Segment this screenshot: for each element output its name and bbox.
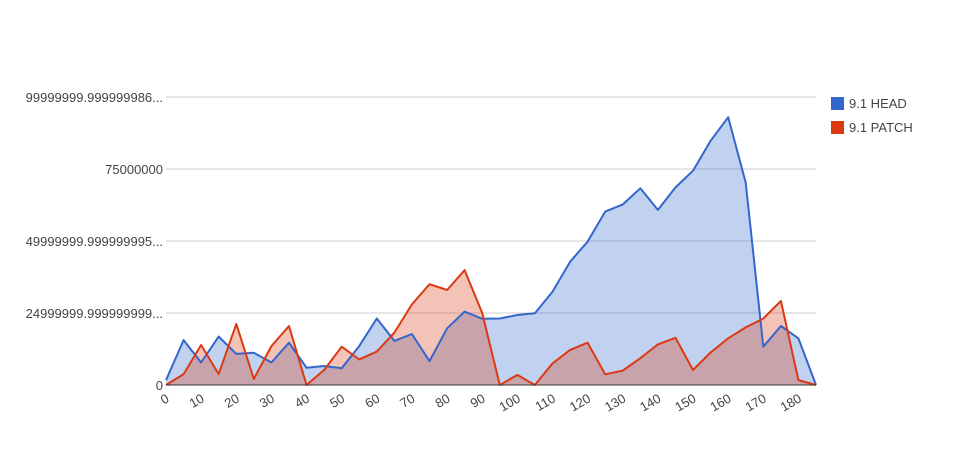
x-tick-label: 60: [362, 391, 382, 411]
gridlines: [166, 96, 816, 314]
x-tick-label: 40: [292, 391, 312, 411]
x-tick-label: 30: [257, 391, 277, 411]
y-tick-label: 49999999.999999995...: [26, 234, 163, 249]
line-9-1-patch: [165, 269, 817, 386]
legend-swatch: [831, 121, 844, 134]
x-tick-label: 110: [533, 391, 558, 414]
x-tick-label: 100: [497, 391, 523, 415]
area-9-1-patch: [166, 270, 816, 385]
x-tick-label: 20: [222, 391, 242, 411]
legend-item: 9.1 PATCH: [831, 120, 913, 135]
x-tick-label: 130: [602, 391, 628, 415]
x-tick-label: 120: [567, 391, 593, 415]
y-axis-ticks: 0 24999999.999999999... 49999999.999999995…: [26, 90, 163, 393]
x-tick-label: 50: [327, 391, 347, 411]
x-tick-label: 150: [672, 391, 698, 415]
legend-swatch: [831, 97, 844, 110]
legend-item: 9.1 HEAD: [831, 96, 907, 111]
x-tick-label: 170: [743, 391, 769, 415]
x-tick-label: 80: [433, 391, 453, 411]
x-tick-label: 140: [637, 391, 663, 415]
y-tick-label: 99999999.999999986...: [26, 90, 163, 105]
x-tick-label: 180: [778, 391, 804, 415]
legend: 9.1 HEAD 9.1 PATCH: [831, 96, 913, 135]
series-lines: [165, 116, 817, 386]
x-tick-label: 0: [158, 391, 172, 408]
y-tick-label: 0: [156, 378, 163, 393]
line-9-1-head: [165, 116, 817, 386]
x-axis-ticks: 0 10 20 30 40 50 60 70 80 90 100 110 120 130 140 150 160…: [158, 391, 804, 415]
area-9-1-head: [166, 117, 816, 385]
legend-label: 9.1 HEAD: [849, 96, 907, 111]
x-tick-label: 70: [397, 391, 417, 411]
x-tick-label: 90: [468, 391, 488, 411]
y-tick-label: 75000000: [105, 162, 163, 177]
series-areas: [166, 117, 816, 385]
y-tick-label: 24999999.999999999...: [26, 306, 163, 321]
legend-label: 9.1 PATCH: [849, 120, 913, 135]
x-tick-label: 160: [707, 391, 733, 415]
x-tick-label: 10: [187, 391, 207, 411]
